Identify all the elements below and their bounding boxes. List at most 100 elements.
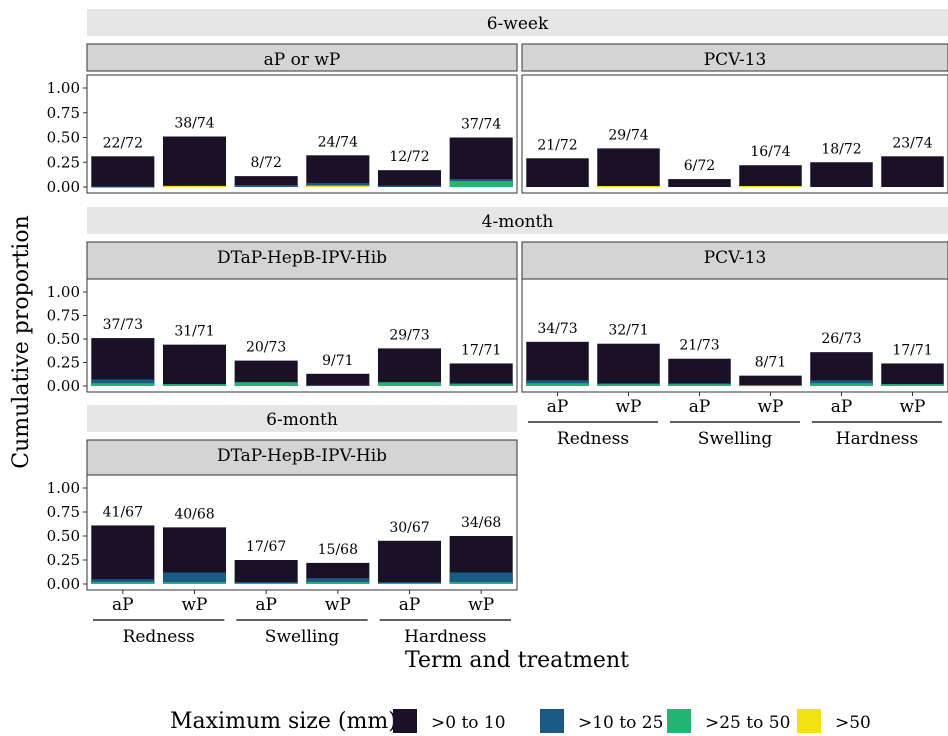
bar-segment (449, 384, 513, 386)
bar-count-label: 17/67 (246, 539, 286, 555)
bar-segment (234, 176, 298, 187)
bar-segment (526, 383, 589, 386)
y-tick-label: 0.75 (47, 307, 80, 325)
bar-count-label: 8/72 (250, 155, 281, 171)
term-strip-label: 4-month (482, 212, 554, 232)
bar-count-label: 20/73 (246, 340, 286, 356)
bar-count-label: 40/68 (174, 506, 214, 522)
bar-segment (597, 148, 660, 187)
x-tick-label: aP (112, 595, 134, 615)
bar-segment (306, 155, 370, 187)
bar-count-label: 21/72 (537, 137, 577, 153)
x-tick-label: aP (547, 397, 569, 417)
term-facet-6-week: 6-week aP or wP 1.00 0.75 0.50 0.25 0.00 22/72 3… (47, 9, 948, 196)
y-tick-label: 1.00 (47, 283, 80, 301)
panel-strip-label: DTaP-HepB-IPV-Hib (217, 248, 387, 268)
bar-segment (162, 186, 227, 188)
bar-segment (91, 186, 155, 188)
bar-count-label: 32/71 (608, 323, 648, 339)
panel-4-month-DTaP-HepB-IPV-Hib: DTaP-HepB-IPV-Hib 1.00 0.75 0.50 0.25 0.00 37/… (47, 241, 518, 395)
bar-count-label: 34/68 (461, 515, 501, 531)
term-facet-6-month: 6-month DTaP-HepB-IPV-Hib 1.00 0.75 0.50 0.25… (47, 405, 518, 647)
bar-count-label: 9/71 (322, 353, 353, 369)
bar-segment (91, 582, 155, 584)
bar-segment (234, 583, 298, 585)
legend-label: >50 (835, 713, 871, 733)
plot-area (86, 474, 518, 591)
bar-count-label: 15/68 (318, 542, 358, 558)
x-tick-label: wP (325, 595, 351, 615)
y-tick-label: 0.00 (47, 178, 80, 196)
bar-count-label: 12/72 (389, 149, 429, 165)
bar-count-label: 8/71 (755, 355, 786, 371)
bar-segment (306, 578, 370, 584)
facet-grid: 6-week aP or wP 1.00 0.75 0.50 0.25 0.00 22/72 3… (47, 9, 948, 647)
group-label: Redness (123, 627, 195, 647)
bar-segment (162, 572, 227, 584)
plot-area (86, 74, 518, 194)
term-facet-4-month: 4-month DTaP-HepB-IPV-Hib 1.00 0.75 0.50 0.25… (47, 207, 948, 449)
panel-strip-label: aP or wP (264, 50, 341, 70)
term-strip (87, 207, 948, 234)
x-axis-title: Term and treatment (405, 648, 629, 673)
bar-count-label: 16/74 (750, 144, 790, 160)
bar-segment (449, 582, 513, 584)
bar-count-label: 30/67 (389, 520, 429, 536)
bar-segment (91, 338, 155, 386)
panel-4-month-PCV-13: PCV-13 34/73 aP 32/71 wP 21/73 aP 8/71 wP 26/73 aP… (521, 241, 948, 449)
bar-segment (668, 358, 731, 386)
legend-label: >10 to 25 (578, 713, 663, 733)
bar-segment (306, 582, 370, 584)
legend-swatch (393, 709, 417, 733)
bar-segment (597, 186, 660, 188)
legend-swatch (540, 709, 564, 733)
bar-segment (234, 360, 298, 386)
bar-segment (739, 186, 802, 188)
bar-count-label: 34/73 (537, 321, 577, 337)
panel-strip (86, 241, 518, 280)
bar-segment (526, 341, 589, 386)
y-tick-label: 0.25 (47, 551, 80, 569)
group-label: Redness (557, 429, 629, 449)
bar-segment (668, 179, 731, 187)
y-tick-label: 0.25 (47, 153, 80, 171)
plot-area (521, 278, 948, 393)
bar-segment (162, 136, 227, 187)
bar-count-label: 22/72 (103, 135, 143, 151)
x-tick-label: aP (399, 595, 421, 615)
y-tick-label: 0.50 (47, 129, 80, 147)
term-strip (87, 9, 948, 36)
bar-segment (810, 162, 873, 187)
bar-segment (91, 579, 155, 584)
bar-segment (306, 186, 370, 188)
bar-segment (306, 385, 370, 387)
panel-strip (521, 241, 948, 280)
plot-area (86, 278, 518, 393)
bar-segment (739, 165, 802, 187)
y-tick-label: 0.00 (47, 377, 80, 395)
y-tick-label: 1.00 (47, 79, 80, 97)
bar-segment (449, 137, 513, 187)
legend-swatch (797, 709, 821, 733)
bar-count-label: 6/72 (684, 158, 715, 174)
x-tick-label: aP (255, 595, 277, 615)
legend-swatch (667, 709, 691, 733)
x-tick-label: wP (616, 397, 642, 417)
panel-6-week-PCV-13: PCV-13 21/72 29/74 6/72 16/74 18/72 23/74 (521, 43, 948, 194)
bar-segment (306, 183, 370, 187)
panel-strip-label: PCV-13 (704, 50, 767, 70)
bar-segment (881, 363, 944, 386)
term-strip-label: 6-month (266, 410, 338, 430)
y-tick-label: 0.25 (47, 354, 80, 372)
bar-segment (377, 170, 442, 187)
panel-strip (86, 439, 518, 476)
bar-count-label: 24/74 (318, 134, 358, 150)
bar-segment (597, 343, 660, 386)
bar-segment (449, 181, 513, 187)
x-tick-label: aP (831, 397, 853, 417)
group-label: Swelling (698, 429, 773, 449)
legend-label: >0 to 10 (431, 713, 506, 733)
bar-segment (739, 375, 802, 386)
bar-segment (668, 384, 731, 386)
bar-segment (881, 156, 944, 187)
